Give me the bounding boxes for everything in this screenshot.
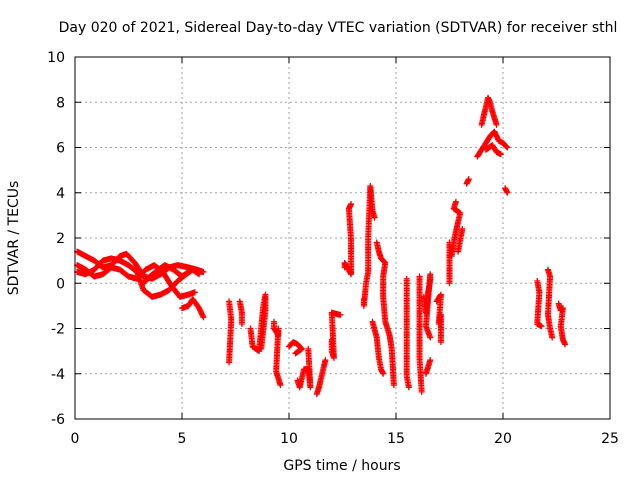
data-point <box>380 370 387 377</box>
data-point <box>497 151 504 158</box>
data-point <box>504 189 511 196</box>
data-point <box>418 388 425 395</box>
data-point <box>452 198 459 205</box>
data-point <box>200 268 207 275</box>
data-point <box>322 357 329 364</box>
x-axis-label: GPS time / hours <box>283 458 400 474</box>
data-point <box>200 314 207 321</box>
data-point <box>405 384 412 391</box>
data-point <box>504 144 511 151</box>
y-axis-label: SDTVAR / TECUs <box>6 181 22 296</box>
y-tick-label: -6 <box>51 412 65 428</box>
chart-title: Day 020 of 2021, Sidereal Day-to-day VTE… <box>59 20 618 36</box>
y-tick-label: 8 <box>56 95 65 111</box>
axis-ticks: 0 5 10 15 20 25 -6 -4 -2 0 2 4 6 8 10 <box>47 50 619 447</box>
data-point <box>337 311 344 318</box>
x-tick-label: 15 <box>387 431 405 447</box>
data-point <box>465 176 472 183</box>
data-point <box>258 345 265 352</box>
data-point <box>196 271 203 278</box>
data-point <box>292 350 299 357</box>
data-point <box>277 382 284 389</box>
y-tick-label: -2 <box>51 322 65 338</box>
data-point <box>538 323 545 330</box>
x-tick-label: 5 <box>178 431 187 447</box>
data-point <box>238 320 245 327</box>
y-tick-label: 10 <box>47 50 65 66</box>
data-point <box>493 121 500 128</box>
y-tick-label: 0 <box>56 276 65 292</box>
data-point <box>427 334 434 341</box>
y-tick-label: -4 <box>51 367 65 383</box>
plot-frame <box>74 56 611 420</box>
x-tick-label: 10 <box>280 431 298 447</box>
data-point <box>191 289 198 296</box>
data-point <box>503 143 510 150</box>
y-tick-label: 2 <box>56 231 65 247</box>
data-point <box>226 359 233 366</box>
data-point <box>390 382 397 389</box>
data-point <box>459 225 466 232</box>
data-point <box>371 214 378 221</box>
data-point <box>348 201 355 208</box>
y-tick-label: 4 <box>56 186 65 202</box>
data-points <box>74 94 569 398</box>
data-point <box>305 345 312 352</box>
data-point <box>437 339 444 346</box>
data-point <box>549 334 556 341</box>
y-tick-label: 6 <box>56 141 65 157</box>
x-tick-label: 25 <box>601 431 619 447</box>
data-point <box>562 341 569 348</box>
grid-lines <box>75 57 610 419</box>
x-tick-label: 20 <box>494 431 512 447</box>
data-point <box>185 268 192 275</box>
x-tick-label: 0 <box>71 431 80 447</box>
data-point <box>427 357 434 364</box>
